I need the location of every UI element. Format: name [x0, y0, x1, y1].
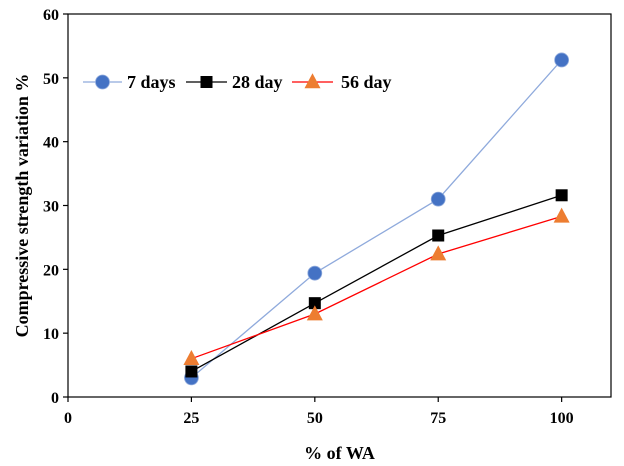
legend-item: 56 day	[292, 72, 392, 92]
series-line	[191, 215, 562, 360]
legend-label: 7 days	[127, 72, 176, 92]
data-point	[185, 365, 198, 378]
y-tick-label: 60	[43, 7, 59, 24]
x-tick-label: 50	[307, 410, 323, 427]
plot-area	[67, 13, 612, 398]
legend-label: 56 day	[341, 72, 392, 92]
y-axis-title: Compressive strength variation %	[12, 74, 32, 338]
series-line	[190, 59, 563, 379]
x-tick-label: 25	[183, 410, 199, 427]
data-point	[430, 191, 446, 207]
legend: 7 days 28 day 56 day	[83, 72, 392, 92]
data-point	[555, 189, 568, 202]
series-1	[185, 189, 568, 378]
series-layer	[183, 52, 570, 386]
data-point	[554, 52, 570, 68]
legend-item: 7 days	[83, 72, 176, 92]
y-tick-label: 50	[43, 71, 59, 88]
x-tick-label: 100	[550, 410, 574, 427]
data-point	[432, 229, 445, 242]
data-point	[308, 297, 321, 310]
x-tick-label: 0	[64, 410, 72, 427]
y-tick-label: 10	[43, 326, 59, 343]
plot-frame	[67, 13, 612, 398]
legend-item: 28 day	[186, 72, 283, 92]
y-tick-label: 0	[51, 390, 59, 407]
legend-marker	[200, 76, 213, 88]
data-point	[553, 207, 570, 223]
legend-label: 28 day	[232, 72, 283, 92]
y-tick-label: 30	[43, 199, 59, 216]
x-tick-label: 75	[430, 410, 446, 427]
series-2	[183, 207, 570, 365]
x-axis-title: % of WA	[304, 443, 375, 463]
axes: 0 10 20 30 40 50 60 0 25 50 75 100	[43, 7, 574, 427]
series-line	[191, 194, 562, 373]
legend-marker	[304, 73, 321, 89]
data-point	[430, 245, 447, 261]
y-tick-label: 20	[43, 262, 59, 279]
y-tick-label: 40	[43, 135, 59, 152]
data-point	[306, 305, 323, 321]
legend-marker	[95, 74, 110, 90]
data-point	[183, 350, 200, 365]
data-point	[307, 265, 323, 281]
series-0	[184, 52, 570, 386]
